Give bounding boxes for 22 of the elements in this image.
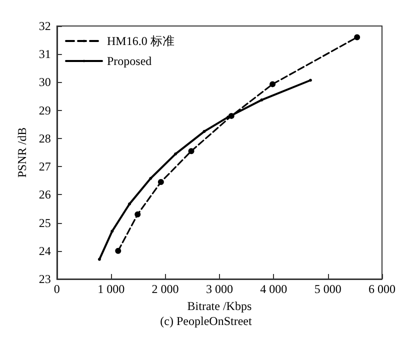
y-tick-label: 29 <box>38 103 51 118</box>
x-axis-title: Bitrate /Kbps <box>187 298 252 313</box>
x-tick-label: 3 000 <box>206 282 233 296</box>
x-tick-label: 4 000 <box>260 282 288 296</box>
x-tick-label: 1 000 <box>98 282 125 296</box>
y-tick-label: 23 <box>38 272 51 286</box>
y-tick-label: 25 <box>38 216 51 230</box>
y-axis-title: PSNR /dB <box>15 127 29 178</box>
legend-label: HM16.0 标准 <box>107 34 174 48</box>
text: (c) PeopleOnStreet <box>160 314 252 328</box>
y-tick-label: 32 <box>38 19 51 33</box>
y-tick-label: 31 <box>38 47 51 62</box>
y-tick-label: 24 <box>38 244 51 258</box>
y-tick-label: 26 <box>38 188 51 202</box>
y-tick-label: 27 <box>38 160 51 174</box>
legend-label: Proposed <box>107 54 152 68</box>
y-tick-label: 28 <box>38 131 51 146</box>
x-tick-label: 0 <box>54 282 60 296</box>
y-tick-label: 30 <box>38 75 51 90</box>
x-tick-label: 6 000 <box>368 282 396 296</box>
x-tick-label: 2 000 <box>152 282 179 296</box>
x-tick-label: 5 000 <box>314 282 342 296</box>
